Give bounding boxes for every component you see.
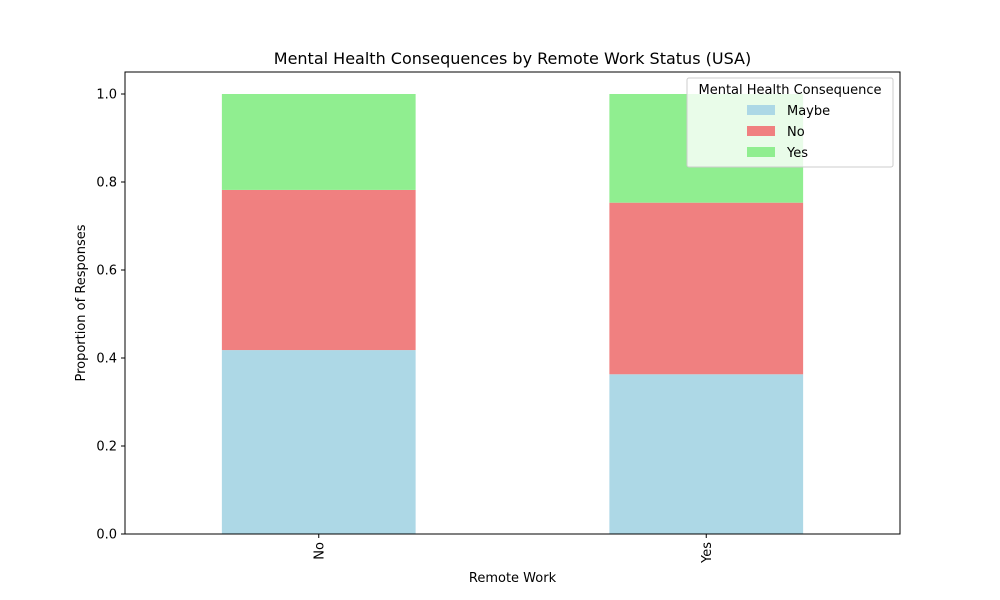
bar-no-maybe (221, 350, 416, 534)
bar-no-no (221, 189, 416, 351)
bar-no-yes (221, 94, 416, 190)
bar-yes-no (609, 202, 804, 375)
legend-swatch-yes (747, 147, 775, 157)
x-axis: No Yes (312, 534, 715, 564)
x-axis-label: Remote Work (469, 571, 557, 586)
legend-title: Mental Health Consequence (699, 83, 882, 98)
bar-yes-maybe (609, 374, 804, 534)
x-tick-label: No (312, 542, 327, 560)
y-tick-label: 0.0 (96, 528, 117, 543)
legend-swatch-maybe (747, 105, 775, 115)
y-tick-label: 0.6 (96, 264, 117, 279)
y-tick-label: 0.8 (96, 176, 117, 191)
y-tick-label: 0.4 (96, 352, 117, 367)
legend-swatch-no (747, 126, 775, 136)
x-tick-label: Yes (700, 542, 715, 564)
plot-frame (124, 71, 901, 535)
y-axis-label: Proportion of Responses (74, 224, 89, 381)
chart-title: Mental Health Consequences by Remote Wor… (274, 49, 751, 68)
legend: Mental Health Consequence Maybe No Yes (686, 77, 894, 168)
legend-box (686, 77, 894, 168)
y-axis: 0.0 0.2 0.4 0.6 0.8 1.0 (96, 88, 125, 543)
y-tick-label: 0.2 (96, 440, 117, 455)
legend-label-maybe: Maybe (787, 104, 830, 119)
legend-label-yes: Yes (786, 146, 808, 161)
y-tick-label: 1.0 (96, 88, 117, 103)
legend-label-no: No (787, 125, 805, 140)
